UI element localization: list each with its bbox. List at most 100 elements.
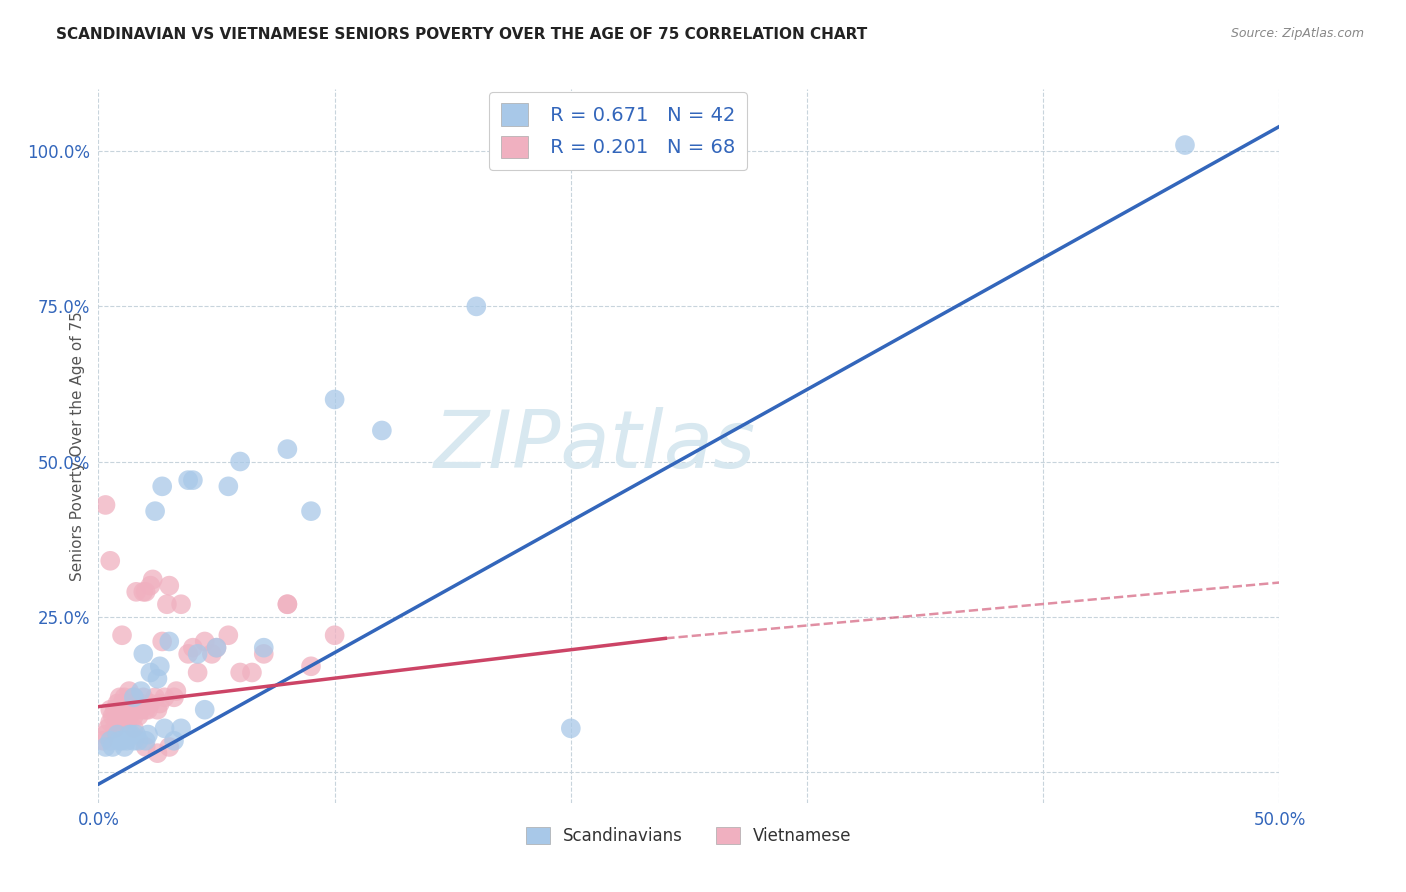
Point bbox=[136, 703, 159, 717]
Point bbox=[157, 739, 180, 754]
Point bbox=[177, 473, 200, 487]
Point bbox=[122, 709, 145, 723]
Point bbox=[129, 684, 152, 698]
Point bbox=[194, 634, 217, 648]
Point bbox=[105, 697, 128, 711]
Point bbox=[194, 703, 217, 717]
Point bbox=[157, 634, 180, 648]
Point bbox=[105, 715, 128, 730]
Point bbox=[104, 703, 127, 717]
Point bbox=[108, 733, 131, 747]
Text: ZIPatlas: ZIPatlas bbox=[433, 407, 755, 485]
Point bbox=[299, 504, 322, 518]
Point bbox=[98, 733, 121, 747]
Point bbox=[240, 665, 263, 680]
Point bbox=[94, 739, 117, 754]
Point bbox=[205, 640, 228, 655]
Point bbox=[125, 584, 148, 599]
Point bbox=[465, 299, 488, 313]
Point bbox=[104, 722, 127, 736]
Point bbox=[135, 739, 157, 754]
Point bbox=[229, 665, 252, 680]
Point bbox=[122, 722, 145, 736]
Text: Source: ZipAtlas.com: Source: ZipAtlas.com bbox=[1230, 27, 1364, 40]
Point bbox=[135, 703, 157, 717]
Point bbox=[146, 703, 169, 717]
Point bbox=[1174, 138, 1197, 153]
Point bbox=[111, 715, 134, 730]
Point bbox=[112, 709, 135, 723]
Point bbox=[112, 739, 135, 754]
Point bbox=[121, 727, 143, 741]
Point bbox=[157, 579, 180, 593]
Point bbox=[136, 727, 159, 741]
Point bbox=[323, 392, 346, 407]
Point bbox=[181, 640, 204, 655]
Point bbox=[125, 727, 148, 741]
Point bbox=[139, 697, 162, 711]
Point bbox=[201, 647, 224, 661]
Point bbox=[181, 473, 204, 487]
Point bbox=[170, 722, 193, 736]
Point bbox=[146, 746, 169, 760]
Point bbox=[115, 715, 138, 730]
Point bbox=[149, 697, 172, 711]
Point bbox=[142, 573, 165, 587]
Point bbox=[153, 722, 176, 736]
Point bbox=[129, 703, 152, 717]
Point bbox=[128, 709, 150, 723]
Point bbox=[135, 733, 157, 747]
Point bbox=[276, 597, 298, 611]
Point bbox=[170, 597, 193, 611]
Point bbox=[229, 454, 252, 468]
Point bbox=[97, 722, 120, 736]
Point bbox=[150, 634, 173, 648]
Point bbox=[121, 703, 143, 717]
Point bbox=[125, 703, 148, 717]
Point bbox=[111, 628, 134, 642]
Point bbox=[253, 640, 276, 655]
Point bbox=[118, 709, 141, 723]
Point bbox=[163, 733, 186, 747]
Point bbox=[122, 690, 145, 705]
Point bbox=[111, 733, 134, 747]
Point bbox=[150, 479, 173, 493]
Point bbox=[165, 684, 187, 698]
Point bbox=[115, 703, 138, 717]
Point bbox=[149, 659, 172, 673]
Point bbox=[98, 554, 121, 568]
Point bbox=[121, 697, 143, 711]
Point bbox=[122, 733, 145, 747]
Point bbox=[118, 684, 141, 698]
Point bbox=[112, 690, 135, 705]
Point bbox=[205, 640, 228, 655]
Point bbox=[105, 727, 128, 741]
Point bbox=[94, 498, 117, 512]
Point bbox=[139, 579, 162, 593]
Point bbox=[253, 647, 276, 661]
Point bbox=[132, 647, 155, 661]
Point bbox=[177, 647, 200, 661]
Point bbox=[143, 690, 166, 705]
Point bbox=[217, 628, 239, 642]
Text: SCANDINAVIAN VS VIETNAMESE SENIORS POVERTY OVER THE AGE OF 75 CORRELATION CHART: SCANDINAVIAN VS VIETNAMESE SENIORS POVER… bbox=[56, 27, 868, 42]
Point bbox=[146, 672, 169, 686]
Point bbox=[187, 647, 209, 661]
Point bbox=[276, 442, 298, 456]
Point bbox=[132, 584, 155, 599]
Point bbox=[129, 697, 152, 711]
Point bbox=[156, 597, 179, 611]
Point bbox=[163, 690, 186, 705]
Point bbox=[143, 504, 166, 518]
Point bbox=[115, 733, 138, 747]
Point bbox=[98, 715, 121, 730]
Point bbox=[122, 690, 145, 705]
Y-axis label: Seniors Poverty Over the Age of 75: Seniors Poverty Over the Age of 75 bbox=[69, 311, 84, 581]
Point bbox=[560, 722, 582, 736]
Point bbox=[101, 709, 124, 723]
Point bbox=[371, 424, 394, 438]
Point bbox=[323, 628, 346, 642]
Point bbox=[128, 733, 150, 747]
Point bbox=[217, 479, 239, 493]
Legend: Scandinavians, Vietnamese: Scandinavians, Vietnamese bbox=[520, 820, 858, 852]
